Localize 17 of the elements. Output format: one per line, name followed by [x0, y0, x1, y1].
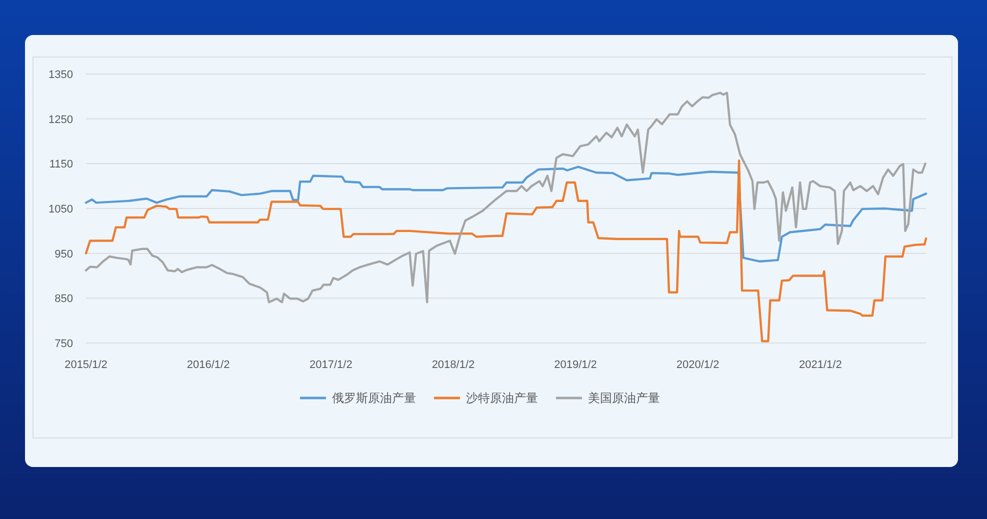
- y-tick-label: 950: [54, 248, 73, 260]
- legend-label: 俄罗斯原油产量: [332, 391, 416, 405]
- y-tick-label: 1350: [48, 69, 73, 81]
- x-tick-label: 2015/1/2: [64, 359, 108, 371]
- y-tick-label: 1050: [48, 204, 73, 216]
- y-tick-label: 1250: [48, 114, 73, 126]
- legend-label: 沙特原油产量: [466, 391, 538, 405]
- x-tick-label: 2020/1/2: [676, 359, 720, 371]
- x-tick-label: 2017/1/2: [310, 359, 352, 371]
- y-tick-label: 750: [54, 338, 73, 350]
- y-tick-label: 1150: [49, 158, 73, 171]
- x-tick-label: 2018/1/2: [432, 359, 475, 371]
- x-tick-label: 2016/1/2: [186, 359, 230, 371]
- y-tick-label: 850: [54, 293, 73, 306]
- x-tick-label: 2021/1/2: [799, 359, 842, 371]
- x-tick-label: 2019/1/2: [554, 359, 597, 371]
- legend-label: 美国原油产量: [588, 391, 660, 405]
